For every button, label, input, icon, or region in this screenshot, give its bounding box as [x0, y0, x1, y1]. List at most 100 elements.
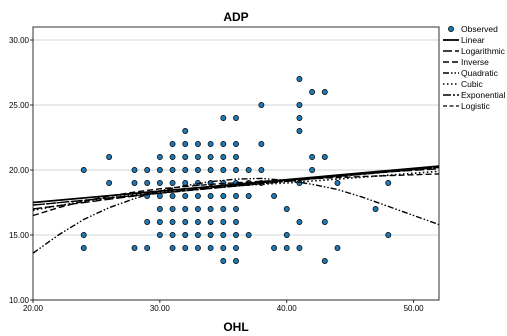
- fit-line-quadratic: [32, 177, 440, 254]
- observed-point: [321, 219, 328, 225]
- observed-point: [156, 154, 163, 160]
- observed-point: [321, 89, 328, 95]
- observed-point: [283, 245, 290, 251]
- observed-point: [80, 167, 87, 173]
- observed-point: [131, 180, 138, 186]
- observed-point: [169, 154, 176, 160]
- legend-label-logistic: Logistic: [461, 101, 491, 111]
- observed-point: [182, 219, 189, 225]
- observed-point: [296, 245, 303, 251]
- observed-point: [233, 258, 239, 264]
- fit-line-logistic: [32, 166, 440, 206]
- legend-label-logarithmic: Logarithmic: [461, 46, 506, 56]
- observed-point: [194, 167, 201, 173]
- observed-point: [194, 141, 201, 147]
- observed-point: [194, 219, 201, 225]
- observed-point: [220, 193, 227, 199]
- legend-label-inverse: Inverse: [461, 57, 489, 67]
- y-tick-label: 10.00: [9, 296, 30, 305]
- observed-point: [296, 102, 303, 108]
- observed-point: [194, 232, 201, 238]
- observed-point: [182, 167, 189, 173]
- observed-point: [309, 167, 316, 173]
- observed-point: [258, 102, 265, 108]
- x-tick-label: 50.00: [404, 304, 425, 313]
- observed-point: [169, 219, 176, 225]
- observed-point: [233, 219, 239, 225]
- observed-point: [220, 115, 227, 121]
- observed-points: [80, 76, 392, 264]
- legend-label-exponential: Exponential: [461, 90, 506, 100]
- observed-point: [106, 180, 113, 186]
- y-tick-label: 30.00: [9, 36, 30, 45]
- observed-point: [169, 193, 176, 199]
- observed-point: [271, 193, 278, 199]
- observed-point: [233, 154, 239, 160]
- observed-point: [245, 232, 252, 238]
- x-tick-label: 30.00: [150, 304, 171, 313]
- legend-swatch-observed: [448, 26, 454, 32]
- observed-point: [245, 167, 252, 173]
- observed-point: [258, 141, 265, 147]
- observed-point: [106, 154, 113, 160]
- observed-point: [233, 141, 239, 147]
- observed-point: [296, 115, 303, 121]
- observed-point: [156, 193, 163, 199]
- observed-point: [220, 232, 227, 238]
- fit-lines: [32, 165, 440, 254]
- observed-point: [220, 141, 227, 147]
- observed-point: [283, 232, 290, 238]
- observed-point: [156, 232, 163, 238]
- observed-point: [296, 76, 303, 82]
- y-tick-label: 20.00: [9, 166, 30, 175]
- observed-point: [80, 232, 87, 238]
- observed-point: [271, 245, 278, 251]
- fit-line-cubic: [32, 170, 440, 212]
- legend: ObservedLinearLogarithmicInverseQuadrati…: [443, 24, 506, 111]
- observed-point: [309, 89, 316, 95]
- x-tick-label: 40.00: [277, 304, 298, 313]
- observed-point: [182, 141, 189, 147]
- observed-point: [194, 154, 201, 160]
- observed-point: [169, 232, 176, 238]
- observed-point: [144, 219, 151, 225]
- observed-point: [233, 193, 239, 199]
- observed-point: [207, 206, 214, 212]
- observed-point: [169, 180, 176, 186]
- x-axis-label: OHL: [223, 320, 248, 334]
- observed-point: [233, 115, 239, 121]
- legend-label-quadratic: Quadratic: [461, 68, 499, 78]
- observed-point: [233, 167, 239, 173]
- observed-point: [220, 245, 227, 251]
- observed-point: [385, 180, 392, 186]
- observed-point: [233, 245, 239, 251]
- observed-point: [169, 167, 176, 173]
- observed-point: [372, 206, 379, 212]
- observed-point: [194, 193, 201, 199]
- observed-point: [194, 206, 201, 212]
- observed-point: [156, 206, 163, 212]
- legend-label-observed: Observed: [461, 24, 498, 34]
- chart-title: ADP: [223, 10, 248, 24]
- x-axis-ticks: 20.00 30.00 40.00 50.00: [23, 300, 424, 313]
- observed-point: [207, 232, 214, 238]
- observed-point: [233, 232, 239, 238]
- observed-point: [194, 245, 201, 251]
- observed-point: [220, 154, 227, 160]
- observed-point: [169, 141, 176, 147]
- observed-point: [182, 206, 189, 212]
- observed-point: [220, 206, 227, 212]
- legend-label-cubic: Cubic: [461, 79, 483, 89]
- observed-point: [207, 245, 214, 251]
- observed-point: [321, 258, 328, 264]
- observed-point: [321, 154, 328, 160]
- y-tick-label: 15.00: [9, 231, 30, 240]
- observed-point: [131, 167, 138, 173]
- observed-point: [156, 167, 163, 173]
- observed-point: [182, 232, 189, 238]
- x-tick-label: 20.00: [23, 304, 44, 313]
- plot-area: [32, 26, 440, 301]
- observed-point: [182, 245, 189, 251]
- y-tick-label: 25.00: [9, 101, 30, 110]
